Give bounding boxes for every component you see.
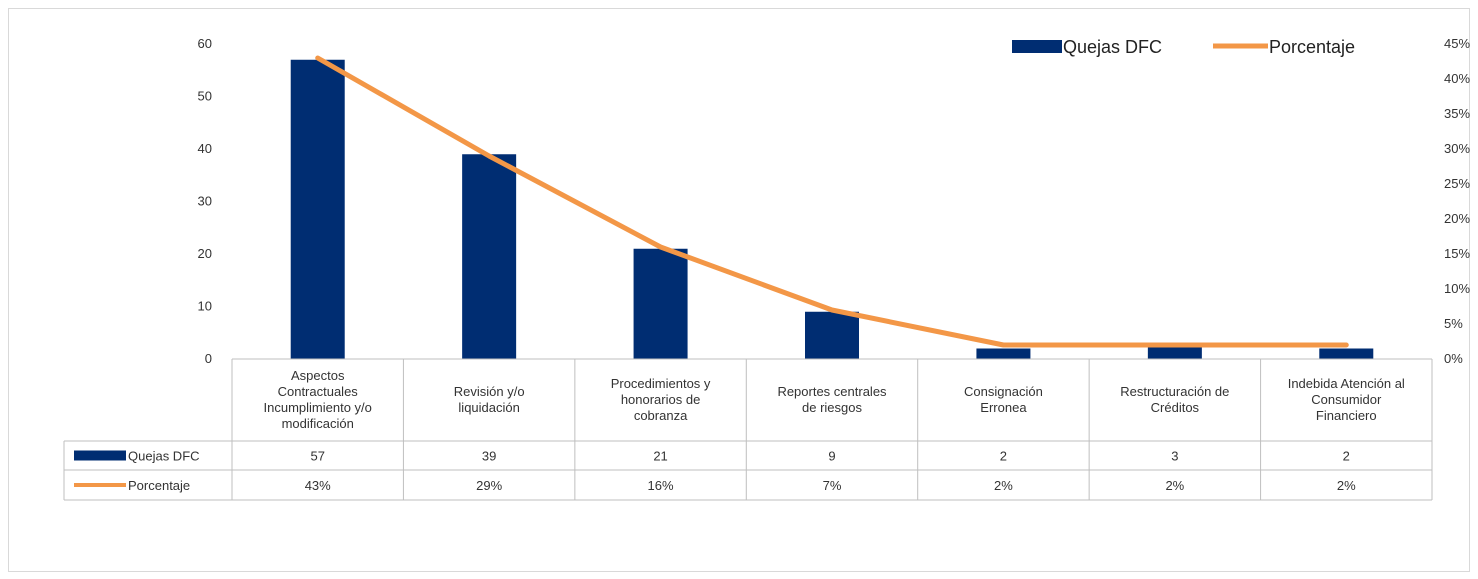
table-cell: 16% (648, 478, 674, 493)
left-tick-label: 30 (198, 194, 212, 209)
table-cell: 21 (653, 449, 667, 464)
category-label: Indebida Atención al Consumidor Financiero (1288, 376, 1405, 423)
table-cell: 39 (482, 449, 496, 464)
bar (976, 348, 1031, 359)
category-label: Reportes centrales de riesgos (777, 384, 887, 415)
table-cell: 2 (1343, 449, 1350, 464)
category-label: Revisión y/o liquidación (454, 384, 525, 415)
table-cell: 7% (823, 478, 842, 493)
row-header: Quejas DFC (128, 449, 200, 464)
left-tick-label: 20 (198, 246, 212, 261)
bar-series (290, 59, 1374, 359)
category-label: Aspectos Contractuales Incumplimiento y/o m… (264, 368, 372, 431)
bar (1319, 348, 1374, 359)
left-tick-label: 50 (198, 89, 212, 104)
legend: Quejas DFC Porcentaje (1012, 37, 1355, 57)
left-tick-label: 0 (205, 351, 212, 366)
left-tick-label: 40 (198, 141, 212, 156)
table-cell: 57 (310, 449, 324, 464)
legend-label: Quejas DFC (1063, 37, 1162, 57)
right-tick-label: 20% (1444, 211, 1470, 226)
right-tick-label: 10% (1444, 281, 1470, 296)
right-tick-label: 35% (1444, 106, 1470, 121)
table-cell: 43% (305, 478, 331, 493)
chart-frame (8, 8, 1470, 572)
bar (805, 311, 859, 359)
right-axis: 0% 5% 10% 15% 20% 25% 30% 35% 40% 45% (1444, 36, 1470, 366)
table-cell: 2 (1000, 449, 1007, 464)
bar (290, 59, 345, 359)
table-cell: 3 (1171, 449, 1178, 464)
table-cell: 2% (1165, 478, 1184, 493)
left-tick-label: 10 (198, 299, 212, 314)
right-tick-label: 45% (1444, 36, 1470, 51)
right-tick-label: 30% (1444, 141, 1470, 156)
bar (462, 154, 517, 359)
legend-label: Porcentaje (1269, 37, 1355, 57)
row-key-bar (74, 450, 126, 461)
right-tick-label: 40% (1444, 71, 1470, 86)
table-cell: 9 (828, 449, 835, 464)
left-axis: 0 10 20 30 40 50 60 (198, 36, 212, 366)
row-header: Porcentaje (128, 478, 190, 493)
left-tick-label: 60 (198, 36, 212, 51)
right-tick-label: 15% (1444, 246, 1470, 261)
right-tick-label: 25% (1444, 176, 1470, 191)
right-tick-label: 0% (1444, 351, 1463, 366)
category-label: Restructuración de Créditos (1120, 384, 1229, 415)
table-cell: 29% (476, 478, 502, 493)
bar (633, 248, 688, 359)
table-cell: 2% (994, 478, 1013, 493)
data-table: Aspectos Contractuales Incumplimiento y/o m… (63, 358, 1433, 501)
legend-key-bar (1012, 40, 1062, 53)
category-label: Procedimientos y honorarios de cobranza (611, 376, 711, 423)
line-series (315, 55, 1349, 348)
table-cell: 2% (1337, 478, 1356, 493)
category-label: Consignación Erronea (964, 384, 1043, 415)
right-tick-label: 5% (1444, 316, 1463, 331)
